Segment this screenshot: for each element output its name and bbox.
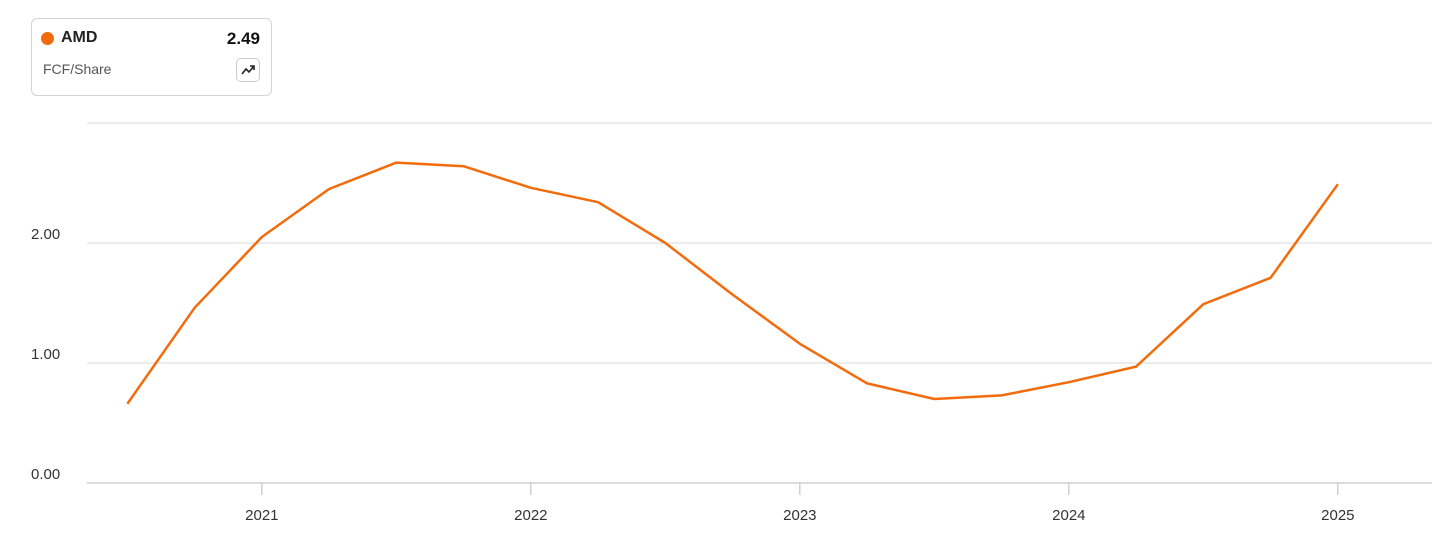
x-tick-label: 2021: [245, 507, 278, 524]
data-line: [126, 161, 1339, 405]
metric-label: FCF/Share: [43, 61, 112, 77]
latest-value: 2.49: [226, 29, 260, 48]
legend-marker: [41, 32, 54, 45]
trend-icon: [241, 65, 255, 75]
legend-card: AMD 2.49 FCF/Share: [31, 18, 272, 96]
legend-name: AMD: [61, 29, 98, 46]
x-tick-label: 2025: [1321, 507, 1354, 524]
x-tick-label: 2023: [783, 507, 816, 524]
y-tick-label: 1.00: [31, 346, 60, 363]
chart-toggle-button[interactable]: [236, 58, 260, 82]
x-tick-label: 2024: [1052, 507, 1085, 524]
x-tick-label: 2022: [514, 507, 547, 524]
y-tick-label: 0.00: [31, 466, 60, 483]
y-tick-label: 2.00: [31, 226, 60, 243]
